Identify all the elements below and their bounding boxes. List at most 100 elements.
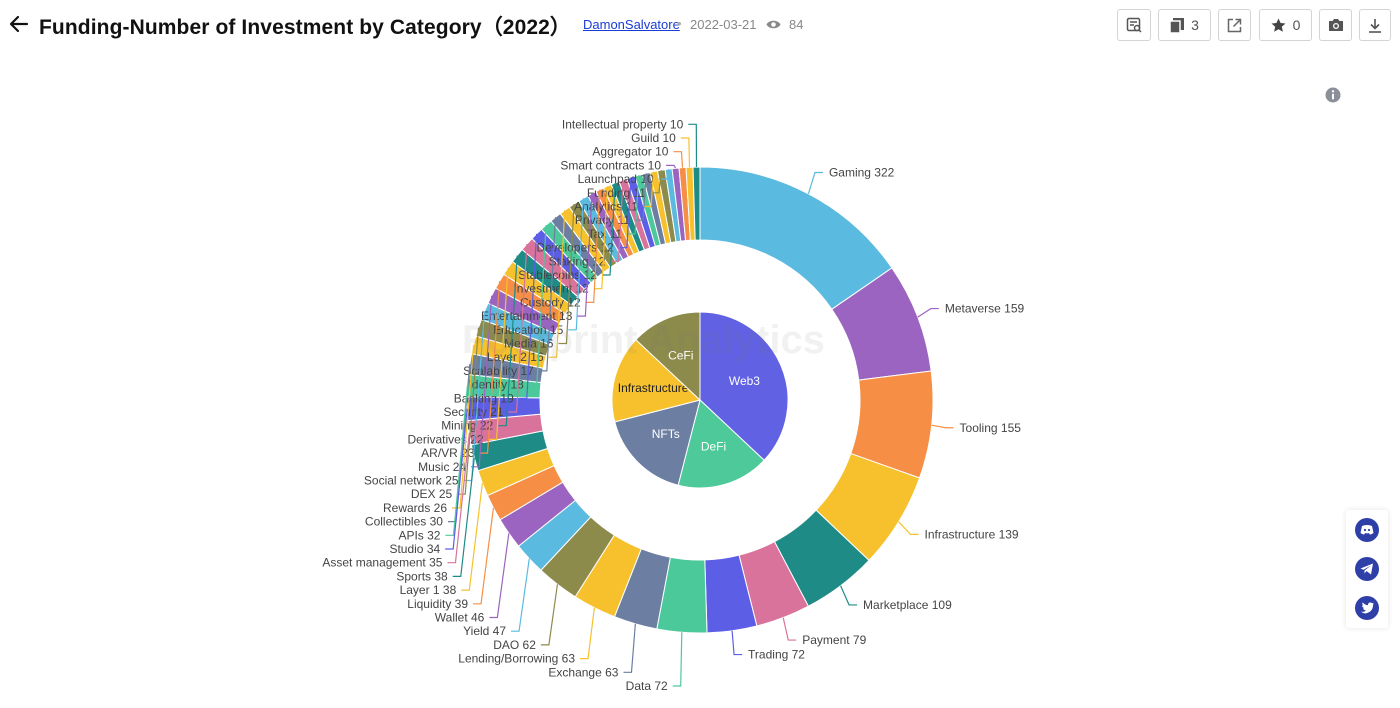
slice-label-sports: Sports 38 (396, 569, 448, 583)
slice-label-wallet: Wallet 46 (435, 611, 485, 625)
slice-label-funding: Funding 11 (587, 186, 646, 200)
query-button[interactable] (1117, 9, 1151, 41)
slice-label-lending-borrowing: Lending/Borrowing 63 (458, 652, 575, 666)
leader-line-staking (610, 180, 624, 262)
leader-line-sports (452, 457, 475, 578)
twitter-button[interactable] (1355, 596, 1379, 620)
slice-label-collectibles: Collectibles 30 (365, 515, 443, 529)
view-count: 84 (789, 17, 804, 32)
social-links (1346, 510, 1388, 628)
slice-label-derivatives: Derivatives 22 (407, 432, 483, 446)
leader-line-tax (627, 175, 640, 235)
leader-line-launchpad (658, 169, 670, 180)
discord-icon (1360, 525, 1374, 535)
download-icon (1369, 18, 1381, 33)
publish-date: 2022-03-21 (690, 17, 757, 32)
leader-line-intellectual-property (688, 123, 698, 168)
dashboards-button[interactable]: 3 (1158, 9, 1211, 41)
inner-label-nfts: NFTs (652, 427, 680, 441)
leader-line-yield (511, 558, 530, 632)
slice-label-social-network: Social network 25 (364, 474, 459, 488)
leader-line-media (558, 203, 575, 345)
twitter-icon (1361, 602, 1374, 614)
slice-label-layer-2: Layer 2 16 (487, 350, 544, 364)
info-icon[interactable] (1325, 87, 1341, 103)
leader-line-custody (585, 189, 601, 303)
slice-label-studio: Studio 34 (389, 542, 440, 556)
header: Funding-Number of Investment by Category… (0, 0, 1400, 50)
telegram-button[interactable] (1355, 557, 1379, 581)
slice-label-privacy: Privacy 11 (575, 213, 630, 227)
slice-label-gaming: Gaming 322 (829, 166, 895, 180)
leader-line-analytics (642, 171, 655, 208)
leader-line-infrastructure (898, 521, 919, 535)
inner-slice-cefi[interactable] (635, 311, 701, 402)
slice-label-marketplace: Marketplace 109 (863, 598, 952, 612)
leader-line-rewards (452, 344, 475, 509)
slice-label-asset-management: Asset management 35 (322, 556, 442, 570)
slice-label-metaverse: Metaverse 159 (945, 302, 1025, 316)
leader-line-privacy (634, 173, 647, 221)
slice-label-launchpad: Launchpad 10 (578, 172, 654, 186)
back-button[interactable] (6, 11, 32, 37)
leader-line-dex (457, 327, 480, 495)
leader-line-layer-2 (548, 210, 566, 358)
leader-line-investment (593, 186, 608, 290)
arrow-left-icon (9, 15, 29, 33)
leader-line-aggregator (673, 151, 684, 168)
leader-line-dao (540, 584, 559, 646)
slice-label-liquidity: Liquidity 39 (407, 597, 468, 611)
slice-label-developers: Developers 12 (536, 241, 614, 255)
inner-slice-defi[interactable] (677, 399, 765, 489)
star-button[interactable]: 0 (1259, 9, 1312, 41)
leader-line-layer-1 (461, 483, 483, 591)
query-icon (1126, 17, 1142, 33)
leader-line-tooling (931, 424, 954, 429)
page-title: Funding-Number of Investment by Category… (39, 16, 572, 39)
slice-label-trading: Trading 72 (748, 648, 805, 662)
leader-line-payment (782, 617, 797, 641)
slice-label-education: Education 15 (493, 323, 563, 337)
leader-line-studio (445, 408, 468, 550)
leader-line-liquidity (473, 507, 495, 605)
slice-label-security: Security 21 (443, 405, 503, 419)
slice-label-infrastructure: Infrastructure 139 (925, 527, 1019, 541)
download-button[interactable] (1359, 9, 1391, 41)
telegram-icon (1360, 563, 1373, 575)
slice-label-smart-contracts: Smart contracts 10 (560, 158, 661, 172)
donut-chart: Gaming 322 Metaverse 159 Tooling 155 Infras… (322, 117, 1025, 693)
outer-slice-intellectual-property[interactable] (692, 166, 701, 241)
slice-label-tooling: Tooling 155 (960, 421, 1022, 435)
separator-dot: • (677, 16, 682, 31)
slice-label-aggregator: Aggregator 10 (592, 145, 668, 159)
discord-button[interactable] (1355, 518, 1379, 542)
star-icon (1271, 18, 1286, 32)
slice-label-payment: Payment 79 (802, 633, 866, 647)
eye-icon (766, 20, 781, 29)
leader-line-data (672, 632, 683, 687)
inner-slice-nfts[interactable] (614, 399, 701, 486)
leader-line-education (568, 198, 584, 331)
slice-label-intellectual-property: Intellectual property 10 (562, 117, 684, 131)
leader-line-metaverse (917, 307, 939, 318)
leader-line-smart-contracts (666, 164, 677, 169)
slice-label-music: Music 24 (418, 460, 466, 474)
share-button[interactable] (1218, 9, 1251, 41)
screenshot-button[interactable] (1319, 9, 1352, 41)
leader-line-trading (731, 630, 743, 656)
slice-label-staking: Staking 12 (549, 254, 606, 268)
leader-line-lending-borrowing (580, 607, 595, 660)
inner-label-defi: DeFi (701, 439, 726, 453)
slice-label-rewards: Rewards 26 (383, 501, 447, 515)
leader-line-banking (518, 233, 538, 399)
slice-label-yield: Yield 47 (463, 624, 506, 638)
leader-line-exchange (623, 623, 636, 673)
slice-label-scalability: Scalability 17 (463, 364, 534, 378)
slice-label-stablecoins: Stablecoins 12 (518, 268, 597, 282)
inner-label-infrastructure: Infrastructure (618, 381, 689, 395)
leader-line-security (508, 243, 528, 413)
inner-slice-infrastructure[interactable] (611, 339, 702, 423)
author-link[interactable]: DamonSalvatore (583, 17, 680, 32)
leader-line-developers (618, 177, 632, 249)
inner-slice-web3[interactable] (699, 311, 789, 461)
